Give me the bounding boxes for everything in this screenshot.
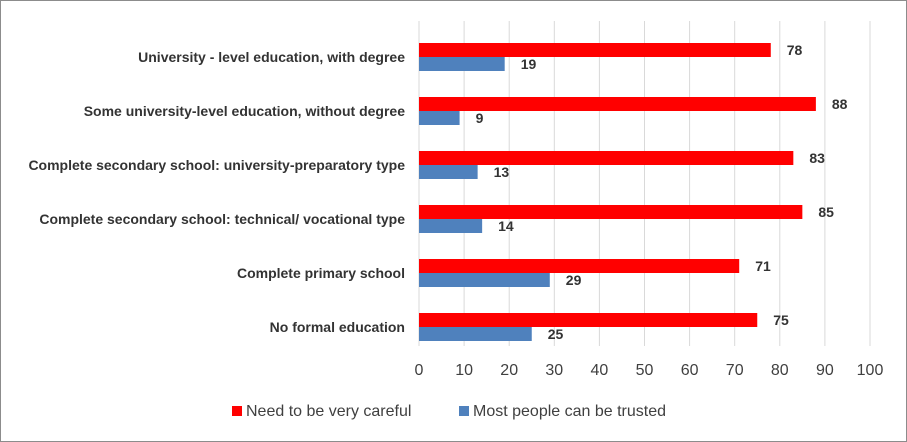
legend-swatch (232, 406, 242, 416)
x-tick-label: 20 (500, 362, 518, 379)
bar-can-trust (419, 273, 550, 287)
x-tick-label: 30 (545, 362, 563, 379)
bar-need-careful (419, 97, 816, 111)
bar-need-careful (419, 313, 758, 327)
bar-can-trust (419, 57, 505, 71)
category-label: Complete secondary school: university-pr… (28, 157, 405, 173)
data-label: 78 (787, 42, 803, 58)
legend-label: Most people can be trusted (473, 403, 666, 420)
data-label: 14 (498, 218, 514, 234)
bar-can-trust (419, 111, 460, 125)
bar-can-trust (419, 165, 478, 179)
data-label: 29 (566, 272, 582, 288)
data-label: 13 (494, 164, 510, 180)
data-label: 88 (832, 96, 848, 112)
bar-need-careful (419, 205, 803, 219)
data-label: 83 (809, 150, 825, 166)
x-tick-label: 70 (726, 362, 744, 379)
category-label: Some university-level education, without… (84, 103, 406, 119)
bars: 78 19 88 9 83 13 85 14 71 29 75 25 (419, 42, 848, 342)
data-label: 71 (755, 258, 771, 274)
bar-need-careful (419, 151, 794, 165)
category-label: University - level education, with degre… (138, 49, 405, 65)
bar-can-trust (419, 327, 532, 341)
x-axis-tick-labels: 0 10 20 30 40 50 60 70 80 90 100 (415, 362, 884, 379)
x-tick-label: 60 (681, 362, 699, 379)
x-tick-label: 100 (857, 362, 884, 379)
x-tick-label: 10 (455, 362, 473, 379)
bar-need-careful (419, 259, 740, 273)
bar-need-careful (419, 43, 771, 57)
x-tick-label: 80 (771, 362, 789, 379)
gridlines (418, 21, 871, 346)
category-label: No formal education (270, 319, 405, 335)
category-labels: University - level education, with degre… (28, 49, 405, 335)
bar-can-trust (419, 219, 483, 233)
data-label: 75 (773, 312, 789, 328)
x-tick-label: 90 (816, 362, 834, 379)
category-label: Complete secondary school: technical/ vo… (39, 211, 405, 227)
category-label: Complete primary school (237, 265, 405, 281)
x-tick-label: 0 (415, 362, 424, 379)
data-label: 9 (476, 110, 484, 126)
legend-label: Need to be very careful (246, 403, 411, 420)
legend-swatch (459, 406, 469, 416)
data-label: 85 (818, 204, 834, 220)
legend: Need to be very careful Most people can b… (232, 403, 666, 420)
data-label: 25 (548, 326, 564, 342)
x-tick-label: 40 (591, 362, 609, 379)
x-tick-label: 50 (636, 362, 654, 379)
data-label: 19 (521, 56, 537, 72)
